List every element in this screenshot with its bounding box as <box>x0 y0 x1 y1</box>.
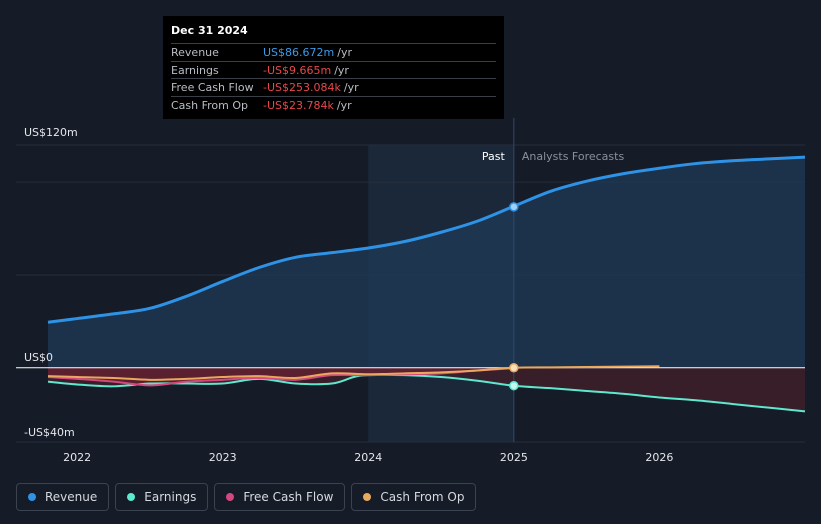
legend-label: Cash From Op <box>380 490 465 504</box>
revenue-marker <box>509 202 519 212</box>
x-tick-label: 2026 <box>645 451 673 464</box>
tooltip-unit: /yr <box>343 81 359 94</box>
legend-label: Revenue <box>45 490 98 504</box>
tooltip-row-earnings: Earnings -US$9.665m /yr <box>171 60 496 79</box>
legend-item-revenue[interactable]: Revenue <box>16 483 110 511</box>
y-tick-label: US$0 <box>24 351 53 364</box>
tooltip-date: Dec 31 2024 <box>171 24 248 37</box>
forecast-label: Analysts Forecasts <box>522 150 625 163</box>
tooltip-unit: /yr <box>334 63 349 77</box>
legend-item-free-cash-flow[interactable]: Free Cash Flow <box>214 483 346 511</box>
tooltip-unit: /yr <box>336 98 352 112</box>
y-tick-label: -US$40m <box>24 426 75 439</box>
legend-dot-icon <box>363 493 372 501</box>
tooltip: Dec 31 2024 Revenue US$86.672m /yr Earni… <box>163 16 504 119</box>
revenue-line <box>47 155 806 324</box>
cash-from-op-line <box>47 365 660 381</box>
revenue-area <box>48 157 805 368</box>
cash-from-op-marker <box>509 363 519 373</box>
x-tick-label: 2023 <box>209 451 237 464</box>
y-tick-label: US$120m <box>24 126 78 139</box>
tooltip-label: Revenue <box>171 46 219 59</box>
tooltip-value: -US$253.084k <box>263 81 341 94</box>
tooltip-value: US$86.672m <box>263 46 335 59</box>
x-tick-label: 2024 <box>354 451 382 464</box>
tooltip-label: Free Cash Flow <box>171 81 254 94</box>
financial-chart: US$120m US$0 -US$40m 2022 2023 2024 2025 2026 Pa… <box>16 118 806 464</box>
legend-dot-icon <box>226 493 235 501</box>
tooltip-row-revenue: Revenue US$86.672m /yr <box>171 43 496 61</box>
legend-label: Earnings <box>144 490 197 504</box>
past-label: Past <box>482 150 506 163</box>
tooltip-row-free-cash-flow: Free Cash Flow -US$253.084k /yr <box>171 78 496 96</box>
legend-dot-icon <box>127 493 136 501</box>
tooltip-label: Cash From Op <box>171 98 249 112</box>
legend-item-earnings[interactable]: Earnings <box>115 483 209 511</box>
tooltip-row-cash-from-op: Cash From Op -US$23.784k /yr <box>171 95 496 114</box>
x-tick-label: 2022 <box>63 451 91 464</box>
tooltip-value: -US$23.784k <box>263 98 334 112</box>
tooltip-unit: /yr <box>337 46 352 59</box>
legend-dot-icon <box>28 493 36 501</box>
legend-item-cash-from-op[interactable]: Cash From Op <box>351 483 477 511</box>
tooltip-label: Earnings <box>171 63 219 77</box>
x-tick-label: 2025 <box>500 451 528 464</box>
legend: Revenue Earnings Free Cash Flow Cash Fro… <box>16 483 477 511</box>
legend-label: Free Cash Flow <box>243 490 334 504</box>
earnings-marker <box>509 380 519 391</box>
tooltip-value: -US$9.665m <box>263 63 332 77</box>
